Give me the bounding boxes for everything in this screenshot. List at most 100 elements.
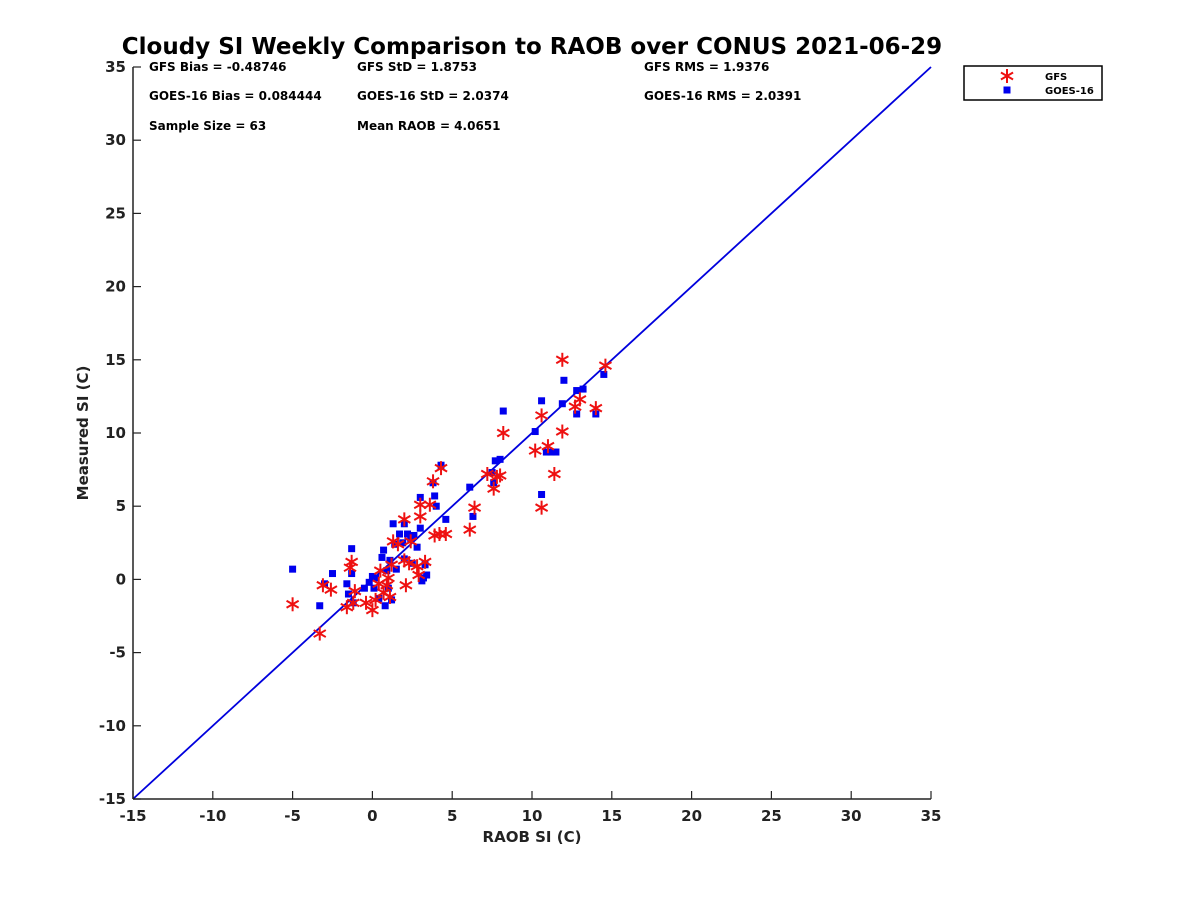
stat-text: GFS RMS = 1.9376 [644, 60, 769, 74]
data-point [384, 584, 392, 592]
data-point [346, 595, 360, 610]
y-tick-label: 10 [105, 424, 126, 442]
y-tick-label: 5 [116, 497, 126, 515]
data-point [542, 448, 550, 456]
data-point [373, 563, 387, 578]
legend-label: GOES-16 [1045, 86, 1094, 97]
data-point [493, 468, 507, 483]
data-point [423, 571, 431, 579]
data-point [555, 424, 569, 439]
data-point [329, 570, 336, 578]
data-point [383, 567, 391, 575]
y-tick-label: -10 [99, 717, 126, 735]
data-point [348, 570, 356, 578]
data-point [538, 397, 546, 405]
data-point [404, 530, 412, 538]
data-point [391, 537, 405, 552]
data-point [384, 557, 399, 572]
x-tick-label: 30 [841, 807, 862, 825]
y-tick-label: 0 [116, 570, 126, 588]
data-point [541, 439, 555, 454]
data-point [547, 448, 555, 456]
data-point [488, 469, 496, 477]
data-point [416, 524, 424, 532]
data-point [491, 457, 499, 465]
data-point [531, 428, 539, 436]
data-point [289, 565, 297, 573]
chart-title: Cloudy SI Weekly Comparison to RAOB over… [122, 34, 942, 60]
data-point [399, 539, 407, 547]
series-gfs [286, 352, 612, 641]
data-point [412, 568, 426, 583]
data-point [313, 626, 327, 641]
data-point [381, 602, 389, 610]
data-point [413, 509, 427, 524]
data-point [416, 493, 424, 501]
data-point [480, 466, 494, 481]
stats-block: GFS Bias = -0.48746 GFS StD = 1.8753 GFS R… [149, 60, 801, 133]
legend-marker-gfs [1000, 69, 1014, 83]
x-tick-label: 10 [522, 807, 543, 825]
data-point [547, 466, 561, 481]
data-point [423, 497, 437, 512]
y-axis-label: Measured SI (C) [74, 366, 92, 501]
legend-label: GFS [1045, 72, 1067, 83]
data-point [348, 545, 356, 553]
data-point [370, 584, 378, 592]
x-axis: -15 -10 -5 0 5 10 15 20 25 30 35 [119, 791, 941, 825]
legend-box [963, 65, 1103, 101]
stat-text: GOES-16 StD = 2.0374 [357, 89, 509, 103]
y-axis: -15 -10 -5 0 5 10 15 20 25 30 35 [99, 58, 141, 808]
x-tick-label: -15 [119, 807, 146, 825]
stat-text: GOES-16 RMS = 2.0391 [644, 89, 801, 103]
x-tick-label: 15 [601, 807, 622, 825]
data-point [467, 500, 482, 515]
data-point [552, 448, 560, 456]
data-point [286, 597, 300, 612]
data-point [365, 603, 379, 618]
data-point [558, 400, 566, 408]
data-point [426, 474, 440, 489]
y-tick-label: 25 [105, 204, 126, 222]
data-point [499, 407, 507, 415]
data-point [573, 410, 581, 418]
x-tick-label: 0 [367, 807, 377, 825]
data-point [573, 392, 587, 407]
stat-text: GFS StD = 1.8753 [357, 60, 477, 74]
data-point [316, 602, 324, 610]
data-point [383, 589, 397, 604]
data-point [579, 385, 587, 393]
data-point [413, 497, 427, 512]
x-tick-label: 35 [921, 807, 942, 825]
data-point [560, 376, 568, 384]
data-point [538, 490, 546, 498]
data-point [589, 401, 603, 416]
legend: GFS GOES-16 [963, 65, 1103, 101]
data-point [345, 554, 359, 569]
data-point [348, 584, 362, 599]
data-point [528, 443, 542, 458]
x-tick-label: 20 [681, 807, 702, 825]
data-point [413, 543, 421, 551]
y-tick-label: 15 [105, 351, 126, 369]
data-point [343, 580, 351, 588]
data-point [418, 554, 432, 569]
data-point [402, 556, 416, 571]
x-tick-label: -5 [284, 807, 301, 825]
data-point [381, 570, 395, 585]
data-point [391, 540, 399, 548]
data-point [372, 574, 380, 582]
data-point [598, 358, 612, 373]
x-tick-label: 5 [447, 807, 457, 825]
data-point [380, 578, 394, 593]
data-point [386, 556, 394, 564]
data-point [573, 387, 581, 395]
data-point [442, 515, 450, 523]
data-point [388, 596, 396, 604]
data-point [487, 481, 501, 496]
data-point [392, 565, 400, 573]
stat-text: Mean RAOB = 4.0651 [357, 119, 501, 133]
y-tick-label: -5 [109, 644, 126, 662]
data-point [389, 520, 397, 528]
